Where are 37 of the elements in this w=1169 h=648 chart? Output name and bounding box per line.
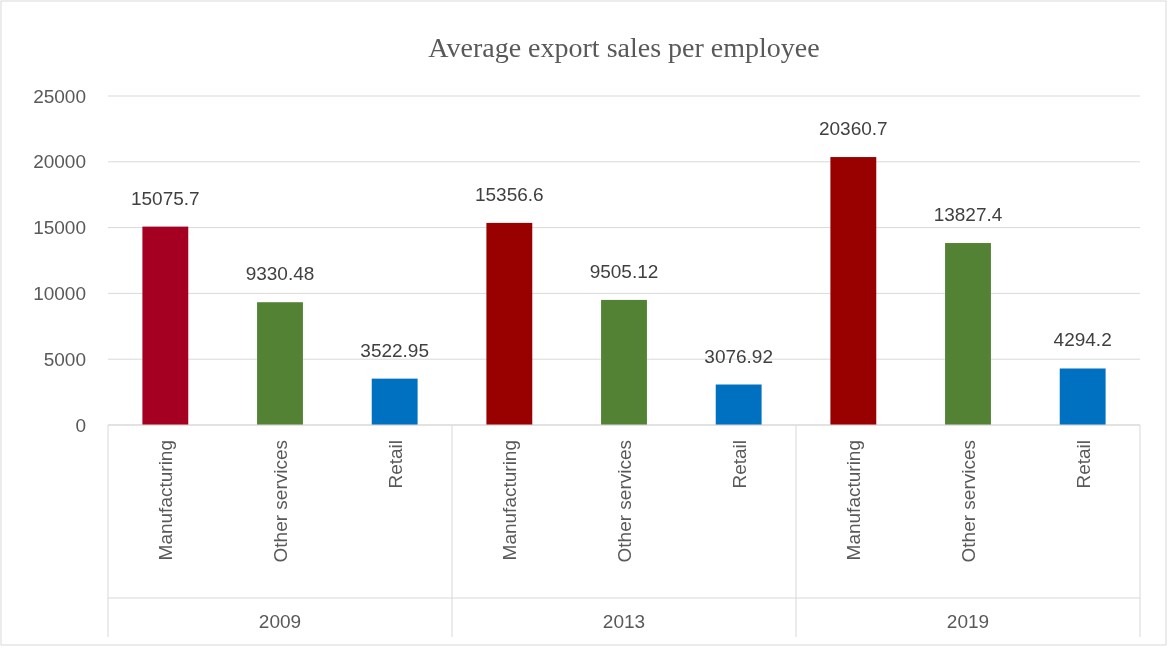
data-label: 3522.95: [360, 339, 430, 361]
data-label: 20360.7: [818, 118, 888, 140]
data-label: 3076.92: [704, 345, 774, 367]
bar: [142, 226, 189, 425]
bar: [830, 157, 877, 425]
y-tick-label: 20000: [33, 151, 86, 173]
text: 2013: [602, 611, 646, 632]
data-label: 4294.2: [1053, 329, 1112, 351]
x-tick-label: Retail: [728, 440, 750, 489]
y-tick-label: 25000: [33, 85, 86, 107]
bar: [371, 378, 418, 425]
text: 2009: [258, 611, 302, 632]
y-tick-label: 15000: [33, 217, 86, 239]
data-label: 13827.4: [933, 204, 1003, 226]
bar: [486, 222, 533, 425]
x-tick-label: Retail: [1072, 440, 1094, 489]
bar: [715, 384, 762, 425]
y-tick-label: 10000: [33, 282, 86, 304]
bar: [945, 243, 991, 425]
x-tick-label: Other services: [270, 440, 291, 563]
data-label: 15075.7: [130, 187, 200, 209]
data-label: 9330.48: [245, 263, 315, 285]
y-tick-label: 5000: [43, 348, 86, 370]
x-tick-label: Other services: [614, 440, 635, 563]
bar: [1059, 368, 1106, 425]
data-label: 9505.12: [589, 260, 659, 282]
bar: [601, 299, 647, 425]
y-tick-label: 0: [75, 414, 86, 436]
chart-title: Average export sales per employee: [428, 32, 820, 63]
x-tick-label: Retail: [384, 440, 406, 489]
x-tick-label: Manufacturing: [499, 440, 521, 561]
x-tick-label: Other services: [958, 440, 979, 563]
text: 2019: [946, 611, 990, 632]
bar: [257, 302, 303, 425]
data-label: 15356.6: [474, 183, 544, 205]
x-tick-label: Manufacturing: [155, 440, 177, 561]
x-tick-label: Manufacturing: [843, 440, 865, 561]
